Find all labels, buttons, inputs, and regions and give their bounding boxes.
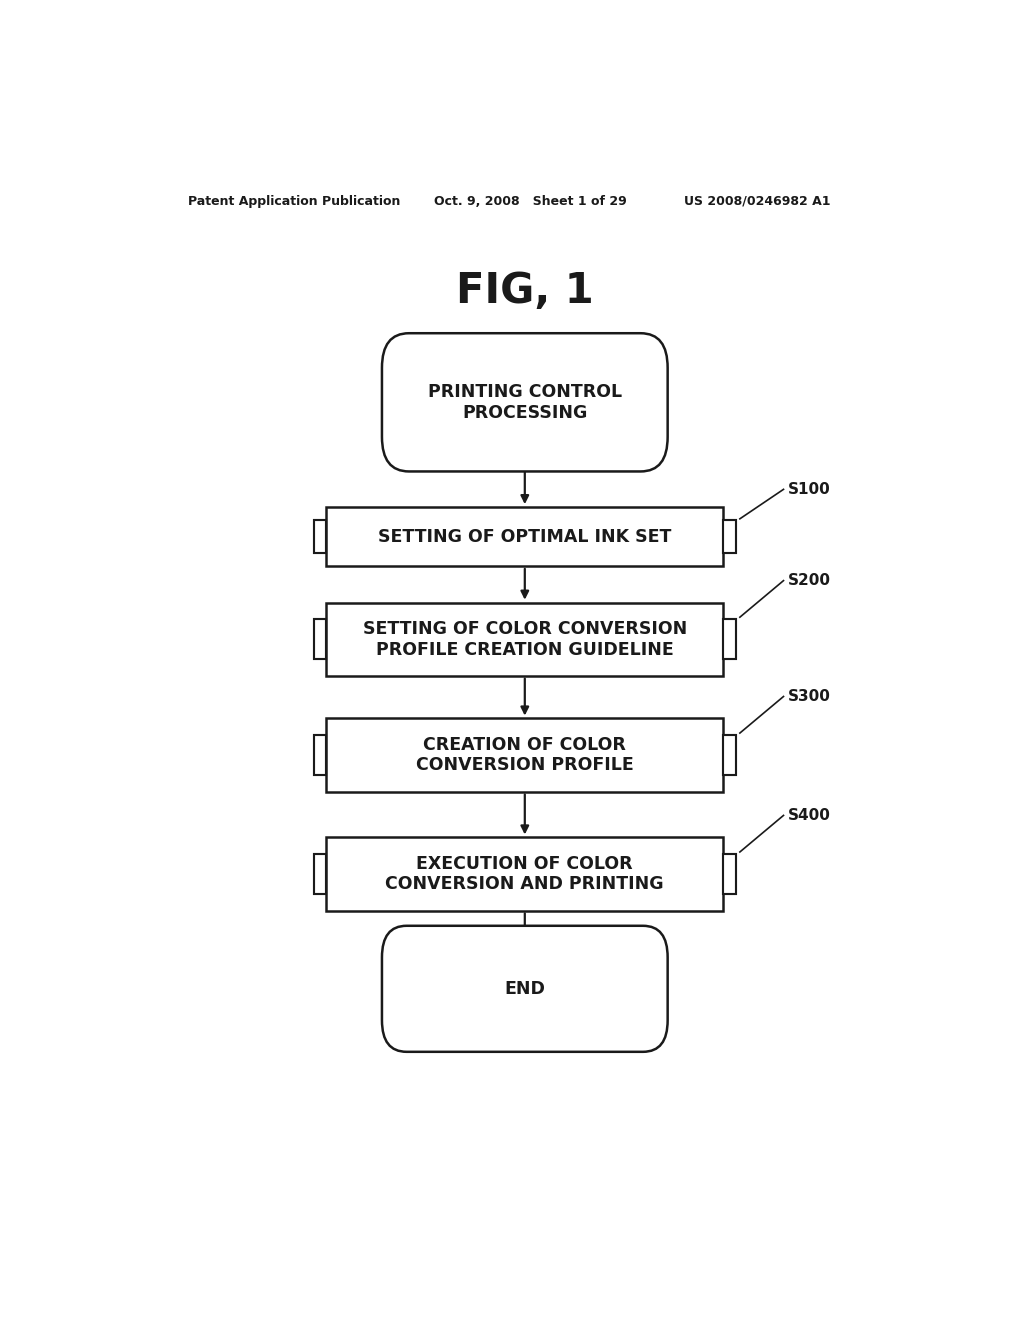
Text: S200: S200: [787, 573, 830, 589]
Text: CREATION OF COLOR
CONVERSION PROFILE: CREATION OF COLOR CONVERSION PROFILE: [416, 735, 634, 775]
Bar: [723, 619, 736, 659]
Bar: [723, 520, 736, 553]
Bar: [313, 854, 327, 894]
Text: Patent Application Publication: Patent Application Publication: [188, 195, 400, 209]
FancyBboxPatch shape: [382, 925, 668, 1052]
Bar: [723, 735, 736, 775]
Text: EXECUTION OF COLOR
CONVERSION AND PRINTING: EXECUTION OF COLOR CONVERSION AND PRINTI…: [385, 854, 665, 894]
Bar: [327, 602, 723, 676]
Text: END: END: [505, 979, 545, 998]
Text: S300: S300: [787, 689, 830, 704]
FancyBboxPatch shape: [382, 333, 668, 471]
Bar: [313, 619, 327, 659]
Bar: [723, 854, 736, 894]
Text: FIG, 1: FIG, 1: [456, 271, 594, 313]
Bar: [327, 507, 723, 566]
Text: SETTING OF COLOR CONVERSION
PROFILE CREATION GUIDELINE: SETTING OF COLOR CONVERSION PROFILE CREA…: [362, 620, 687, 659]
Text: US 2008/0246982 A1: US 2008/0246982 A1: [684, 195, 830, 209]
Bar: [327, 837, 723, 911]
Text: SETTING OF OPTIMAL INK SET: SETTING OF OPTIMAL INK SET: [378, 528, 672, 545]
Text: PRINTING CONTROL
PROCESSING: PRINTING CONTROL PROCESSING: [428, 383, 622, 421]
Text: S100: S100: [787, 482, 830, 496]
Bar: [313, 735, 327, 775]
Bar: [327, 718, 723, 792]
Text: Oct. 9, 2008   Sheet 1 of 29: Oct. 9, 2008 Sheet 1 of 29: [433, 195, 627, 209]
Text: S400: S400: [787, 808, 830, 822]
Bar: [313, 520, 327, 553]
